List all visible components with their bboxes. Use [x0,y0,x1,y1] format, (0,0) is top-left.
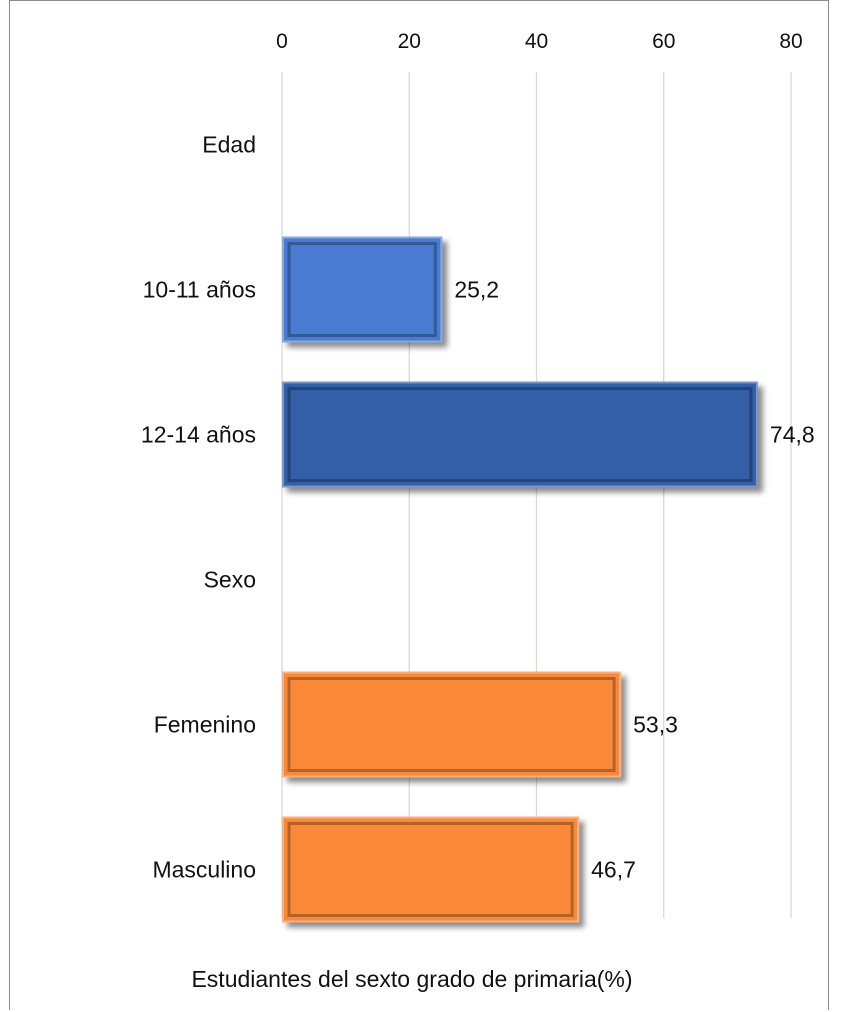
bar-bevel-inner [287,387,753,482]
data-label: 46,7 [591,857,636,883]
bar-rect [282,236,443,343]
bars: 25,2 74,8 53,3 46,7 [282,236,815,923]
bar: 46,7 [282,816,636,923]
x-axis-ticks: 0 20 40 60 80 [276,30,803,53]
category-label: Edad [202,132,256,158]
bar-bevel-outer [282,671,622,778]
bar-rect [282,381,758,488]
data-label: 25,2 [454,277,499,303]
category-labels: Edad 10-11 años 12-14 años Sexo Femenino Masc… [141,132,256,883]
bar: 74,8 [282,381,815,488]
data-label: 53,3 [633,712,678,738]
bar-bevel-inner [287,677,616,772]
x-tick-label: 20 [398,30,421,53]
x-tick-label: 40 [525,30,548,53]
bar-rect [282,671,622,778]
bar-bevel-outer [282,381,758,488]
x-axis-title: Estudiantes del sexto grado de primaria(… [191,966,632,992]
bar-bevel-outer [282,816,580,923]
bar-bevel-inner [287,242,437,337]
gridlines [281,72,792,918]
bar-rect [282,816,580,923]
x-tick-label: 0 [276,30,288,53]
x-tick-label: 80 [779,30,802,53]
category-label: Femenino [154,712,256,738]
bar: 25,2 [282,236,499,343]
category-label: Sexo [204,567,256,593]
bar-bevel-inner [287,822,574,917]
data-label: 74,8 [770,422,815,448]
category-label: 10-11 años [143,277,256,303]
category-label: 12-14 años [141,422,256,448]
bar: 53,3 [282,671,678,778]
bar-bevel-outer [282,236,443,343]
x-tick-label: 60 [652,30,675,53]
category-label: Masculino [152,857,256,883]
